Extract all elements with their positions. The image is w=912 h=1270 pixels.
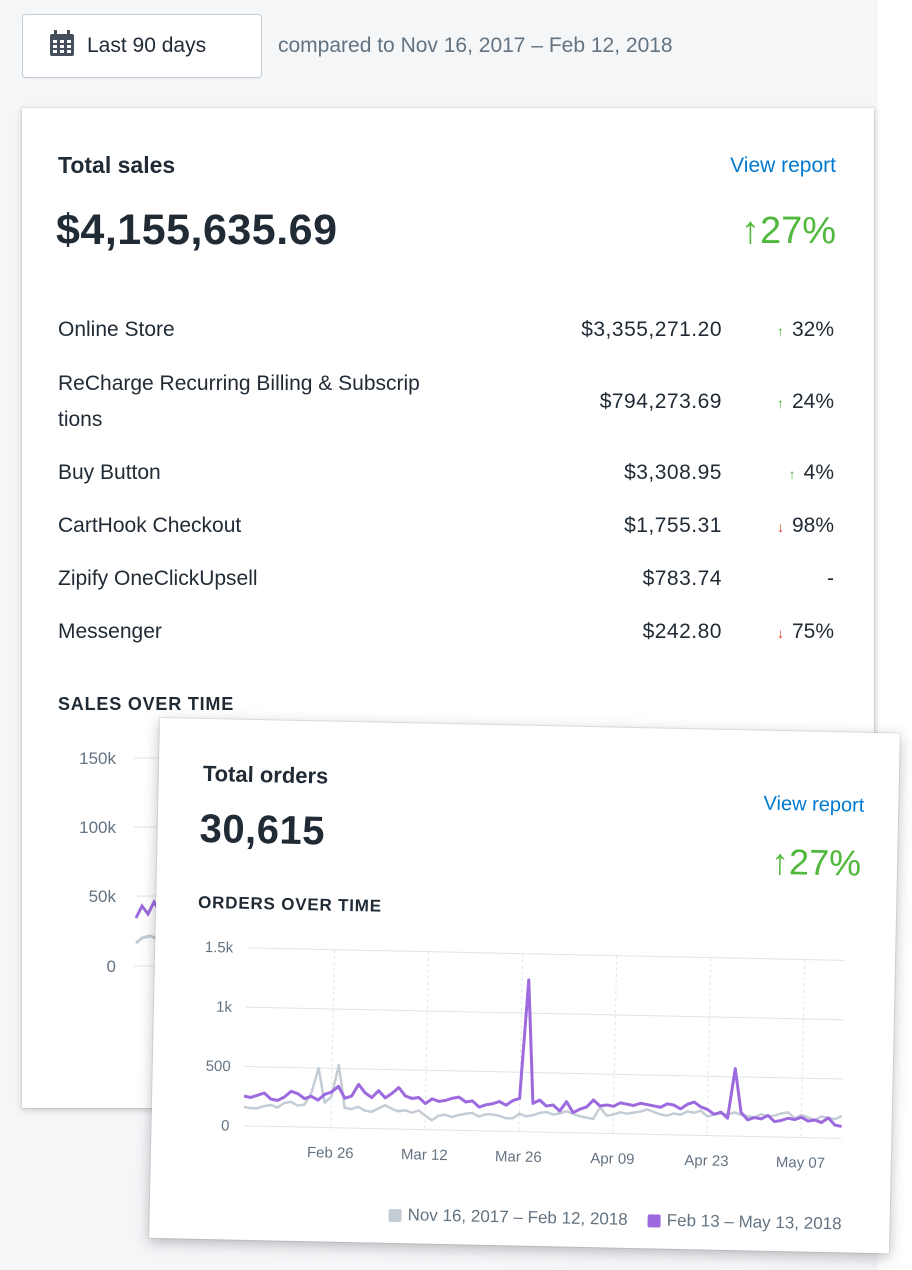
channel-change: ↑ 24% bbox=[776, 390, 834, 413]
total-orders-value: 30,615 bbox=[199, 806, 326, 854]
channel-amount: $1,755.31 bbox=[624, 514, 722, 537]
channel-change: - bbox=[827, 567, 834, 590]
channel-name: Buy Button bbox=[58, 461, 161, 484]
arrow-up-icon: ↑ bbox=[776, 323, 784, 339]
total-sales-change: ↑27% bbox=[740, 210, 836, 252]
orders-x-tick: Apr 23 bbox=[684, 1152, 729, 1170]
orders-x-tick: Mar 12 bbox=[401, 1146, 448, 1164]
sales-chart-heading: SALES OVER TIME bbox=[58, 694, 235, 714]
comparison-period: compared to Nov 16, 2017 – Feb 12, 2018 bbox=[278, 34, 673, 57]
orders-x-tick: May 07 bbox=[776, 1154, 826, 1172]
sales-channel-row: ReCharge Recurring Billing & Subscrip ti… bbox=[58, 366, 834, 438]
orders-over-time-chart: 1.5k 1k 500 0 Feb 26 Mar 12 Mar 26 Apr 09 Apr 23… bbox=[205, 939, 846, 1172]
channel-amount: $794,273.69 bbox=[599, 390, 722, 413]
orders-gridline bbox=[247, 947, 846, 961]
sales-y-tick: 100k bbox=[79, 818, 116, 837]
calendar-icon bbox=[49, 29, 75, 63]
channel-change: ↓ 75% bbox=[776, 620, 834, 643]
channel-change: ↑ 4% bbox=[788, 461, 834, 484]
orders-x-tick: Mar 26 bbox=[495, 1148, 542, 1166]
channel-change: ↑ 32% bbox=[776, 318, 834, 341]
orders-x-tick: Feb 26 bbox=[307, 1144, 354, 1162]
orders-x-gridline bbox=[330, 949, 336, 1128]
channel-name: Zipify OneClickUpsell bbox=[58, 567, 258, 590]
orders-x-tick: Apr 09 bbox=[590, 1150, 635, 1168]
orders-x-gridline bbox=[800, 959, 806, 1138]
orders-y-tick: 0 bbox=[221, 1117, 230, 1134]
arrow-up-icon: ↑ bbox=[770, 840, 790, 883]
sales-y-tick: 150k bbox=[79, 749, 116, 768]
channel-name: Messenger bbox=[58, 620, 162, 643]
sales-y-tick: 0 bbox=[107, 957, 116, 976]
orders-y-tick: 500 bbox=[206, 1058, 231, 1076]
channel-amount: $3,355,271.20 bbox=[581, 318, 722, 341]
orders-chart-heading: ORDERS OVER TIME bbox=[197, 892, 383, 916]
orders-gridline bbox=[244, 1066, 843, 1080]
legend-item-current: Feb 13 – May 13, 2018 bbox=[647, 1210, 842, 1234]
channel-amount: $3,308.95 bbox=[624, 461, 722, 484]
date-range-button[interactable]: Last 90 days bbox=[22, 14, 262, 78]
orders-gridline bbox=[243, 1125, 842, 1139]
arrow-up-icon: ↑ bbox=[788, 466, 796, 482]
orders-y-tick: 1.5k bbox=[205, 939, 234, 957]
arrow-up-icon: ↑ bbox=[740, 210, 760, 252]
orders-view-report-link[interactable]: View report bbox=[763, 792, 865, 817]
arrow-down-icon: ↓ bbox=[776, 625, 784, 641]
channel-change: ↓ 98% bbox=[776, 514, 834, 537]
orders-current-line bbox=[243, 978, 842, 1128]
channel-name-continued: tions bbox=[58, 408, 103, 431]
date-range-label: Last 90 days bbox=[87, 34, 207, 57]
channel-name: ReCharge Recurring Billing & Subscrip bbox=[58, 372, 420, 395]
orders-y-tick: 1k bbox=[216, 999, 233, 1016]
arrow-up-icon: ↑ bbox=[776, 395, 784, 411]
total-orders-title: Total orders bbox=[202, 760, 329, 789]
orders-gridline bbox=[245, 1006, 844, 1021]
sales-view-report-link[interactable]: View report bbox=[730, 154, 836, 177]
sales-y-tick: 50k bbox=[89, 887, 117, 906]
total-orders-change: ↑27% bbox=[770, 840, 862, 884]
channel-amount: $783.74 bbox=[642, 567, 722, 590]
channel-name: Online Store bbox=[58, 318, 175, 341]
arrow-down-icon: ↓ bbox=[776, 519, 784, 535]
channel-name: CartHook Checkout bbox=[58, 514, 242, 537]
orders-x-gridline bbox=[518, 953, 524, 1132]
channel-amount: $242.80 bbox=[642, 620, 722, 643]
total-orders-card: Total orders View report 30,615 ↑27% ORD… bbox=[149, 718, 900, 1254]
total-sales-value: $4,155,635.69 bbox=[56, 206, 338, 254]
total-sales-title: Total sales bbox=[58, 152, 176, 178]
